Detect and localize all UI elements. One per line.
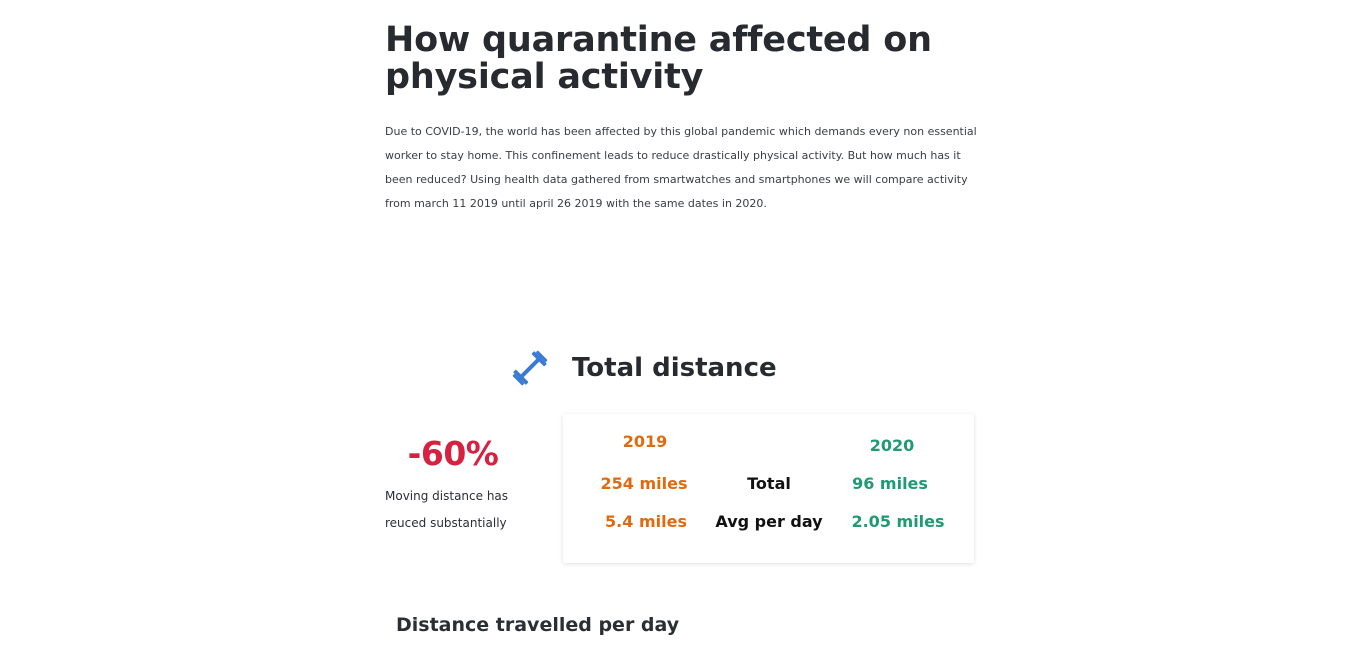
change-percent: -60% [407,434,499,473]
intro-paragraph: Due to COVID-19, the world has been affe… [385,125,977,210]
avg-2020-value: 2.05 miles [851,512,945,531]
avg-2019-value: 5.4 miles [605,512,687,531]
chart-section-title: Distance travelled per day [396,614,680,636]
page-title: How quarantine affected on physical acti… [385,20,932,97]
section-title: Total distance [572,353,777,383]
change-caption: Moving distance has reuced substantially [385,489,509,530]
distance-comparison-card: 2019 2020 254 miles Total 96 miles 5.4 m… [563,414,974,563]
avg-row-label: Avg per day [715,512,823,531]
total-row-label: Total [747,474,791,493]
year-2019-header: 2019 [622,432,668,451]
year-2020-header: 2020 [869,436,915,455]
total-2019-value: 254 miles [600,474,688,493]
total-2020-value: 96 miles [852,474,928,493]
total-distance-header: Total distance [510,348,777,388]
dumbbell-icon [510,348,550,388]
